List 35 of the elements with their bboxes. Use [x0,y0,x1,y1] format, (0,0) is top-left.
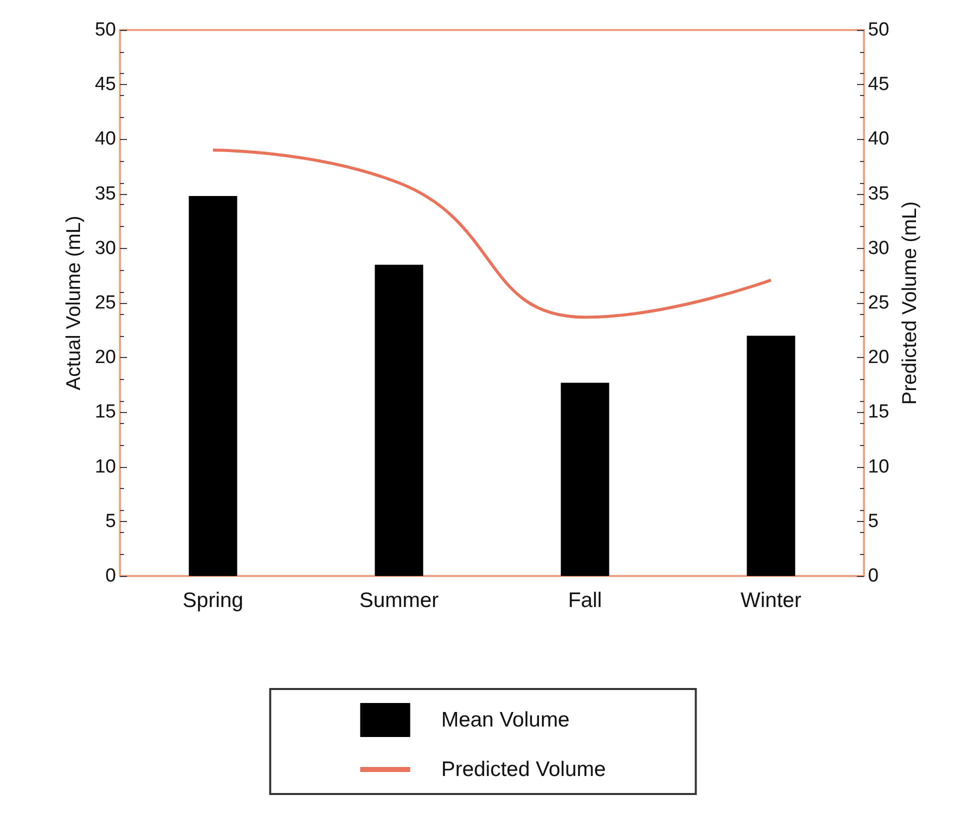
x-tick-label: Winter [740,589,802,612]
y2-tick-label: 10 [868,456,890,478]
legend-label: Mean Volume [441,708,570,732]
y-tick-label: 0 [105,566,116,586]
legend-label: Predicted Volume [441,758,606,781]
bar [746,336,796,576]
y-tick-label: 30 [94,238,116,259]
bar [188,196,238,576]
bar [374,264,424,576]
y-tick-label: 10 [94,456,116,478]
x-tick-label: Summer [359,589,439,612]
y-tick-label: 45 [94,74,116,96]
y2-tick-label: 0 [868,566,879,586]
y-tick-label: 50 [94,20,116,40]
y2-tick-label: 20 [868,347,890,368]
y-tick-label: 20 [94,347,116,368]
y2-tick-label: 30 [868,238,890,259]
y2-axis-title: Predicted Volume (mL) [899,201,922,405]
y2-tick-label: 40 [868,128,890,150]
y-tick-label: 25 [94,292,116,314]
y2-tick-label: 5 [868,510,879,532]
y2-tick-label: 45 [868,74,890,96]
y-tick-label: 35 [94,183,116,204]
y-tick-label: 5 [105,510,116,532]
bar [560,382,610,576]
y-axis-title: Actual Volume (mL) [62,216,85,390]
x-tick-label: Fall [568,589,602,612]
y-tick-label: 40 [94,128,116,150]
y2-tick-label: 50 [868,20,890,40]
y2-tick-label: 35 [868,183,890,204]
y2-tick-label: 25 [868,292,890,314]
x-tick-label: Spring [182,589,244,612]
line-series [212,148,772,319]
y2-tick-label: 15 [868,402,890,423]
y-tick-label: 15 [94,402,116,423]
